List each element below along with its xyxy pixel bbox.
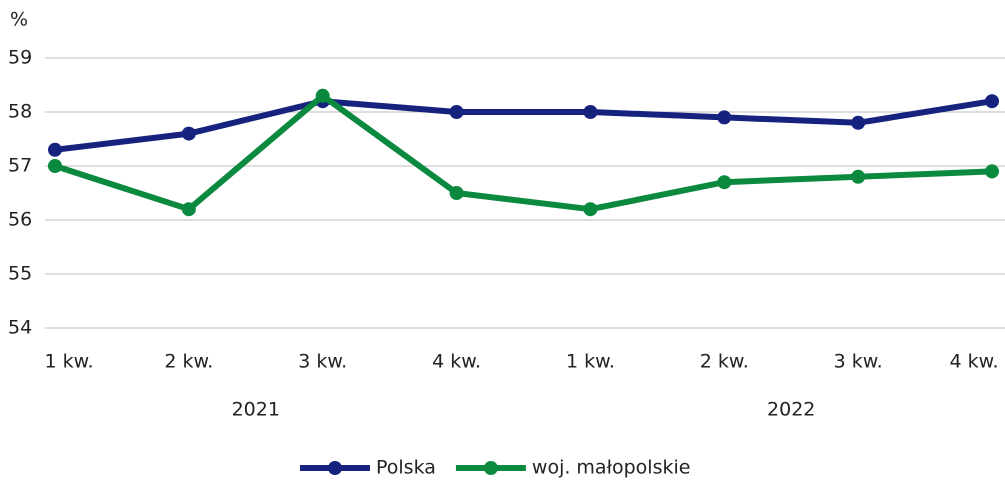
x-tick-label: 3 kw. <box>834 351 883 373</box>
data-point <box>583 105 598 119</box>
x-tick-label: 1 kw. <box>566 351 615 373</box>
series-line <box>54 92 993 213</box>
x-tick-label: 2 kw. <box>164 351 213 373</box>
y-tick-label: 59 <box>8 47 32 69</box>
x-tick-label: 1 kw. <box>45 351 94 373</box>
data-point <box>851 115 866 130</box>
data-point <box>985 94 999 109</box>
legend-label: woj. małopolskie <box>532 457 691 479</box>
y-tick-label: 58 <box>8 101 32 123</box>
data-point <box>48 159 62 173</box>
data-point <box>181 126 196 141</box>
data-point <box>449 186 464 200</box>
legend-marker <box>328 461 342 475</box>
data-point <box>717 110 732 125</box>
y-axis-label: % <box>10 9 28 31</box>
x-tick-label: 3 kw. <box>298 351 347 373</box>
data-point <box>851 169 866 184</box>
x-tick-label: 2 kw. <box>700 351 749 373</box>
y-tick-label: 55 <box>8 263 32 285</box>
data-point <box>583 202 598 217</box>
x-tick-label: 4 kw. <box>432 351 481 373</box>
data-point <box>985 164 999 179</box>
y-tick-label: 54 <box>8 317 32 339</box>
data-point <box>181 202 196 217</box>
x-group-label: 2021 <box>232 399 280 421</box>
data-point <box>717 175 732 190</box>
y-tick-label: 56 <box>8 209 32 231</box>
data-point <box>315 88 330 103</box>
legend-marker <box>483 461 498 475</box>
y-tick-label: 57 <box>8 155 32 177</box>
data-point <box>48 142 62 157</box>
x-group-label: 2022 <box>767 399 815 421</box>
series-line <box>54 98 993 153</box>
data-point <box>449 105 464 119</box>
legend-label: Polska <box>376 457 436 479</box>
x-tick-label: 4 kw. <box>950 351 999 373</box>
